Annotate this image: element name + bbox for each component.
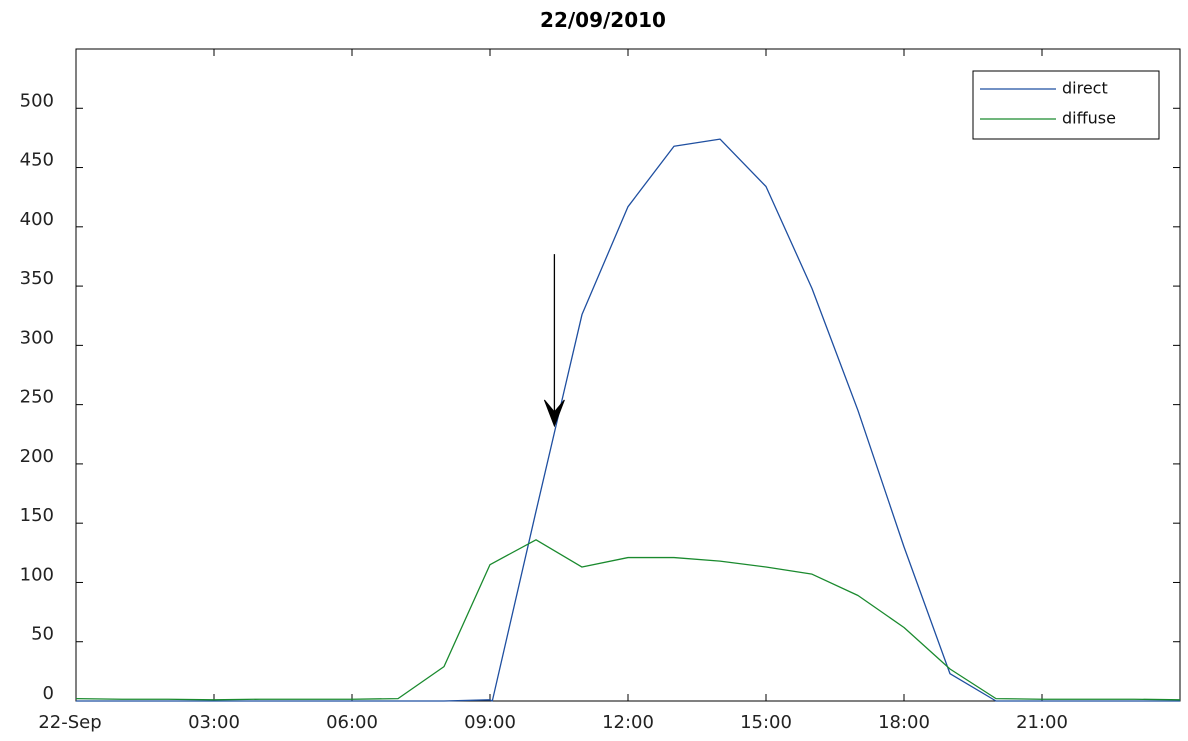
y-tick-label: 350 bbox=[20, 268, 54, 289]
x-tick-label: 18:00 bbox=[878, 712, 930, 733]
y-tick-label: 200 bbox=[20, 446, 54, 467]
annotation-layer bbox=[543, 254, 565, 428]
axes: 0 50 100 150 200 250 300 350 400 450 500 22-Sep 03:0… bbox=[20, 48, 1181, 733]
y-tick-label: 250 bbox=[20, 387, 54, 408]
y-tick-label: 0 bbox=[43, 683, 54, 704]
x-tick-label: 12:00 bbox=[602, 712, 654, 733]
y-tick-label: 100 bbox=[20, 564, 54, 585]
plot-frame bbox=[75, 48, 1181, 702]
x-tick-label: 09:00 bbox=[464, 712, 516, 733]
series-line-diffuse bbox=[75, 539, 1181, 701]
legend-label-direct: direct bbox=[1062, 79, 1108, 98]
annotation-arrow-head bbox=[543, 399, 565, 428]
chart-title: 22/09/2010 bbox=[540, 8, 666, 32]
x-tick-label: 03:00 bbox=[188, 712, 240, 733]
y-tick-label: 150 bbox=[20, 505, 54, 526]
series-layer bbox=[75, 138, 1181, 702]
y-tick-label: 50 bbox=[31, 624, 54, 645]
series-line-direct bbox=[76, 138, 1180, 702]
y-tick-label: 500 bbox=[20, 90, 54, 111]
x-tick-label: 22-Sep bbox=[38, 712, 101, 733]
x-tick-label: 21:00 bbox=[1016, 712, 1068, 733]
y-tick-label: 450 bbox=[20, 150, 54, 171]
y-tick-label: 400 bbox=[20, 209, 54, 230]
legend-box bbox=[972, 70, 1160, 140]
y-tick-label: 300 bbox=[20, 327, 54, 348]
legend: direct diffuse bbox=[972, 70, 1160, 140]
legend-label-diffuse: diffuse bbox=[1062, 109, 1116, 128]
x-tick-label: 06:00 bbox=[326, 712, 378, 733]
x-tick-label: 15:00 bbox=[740, 712, 792, 733]
